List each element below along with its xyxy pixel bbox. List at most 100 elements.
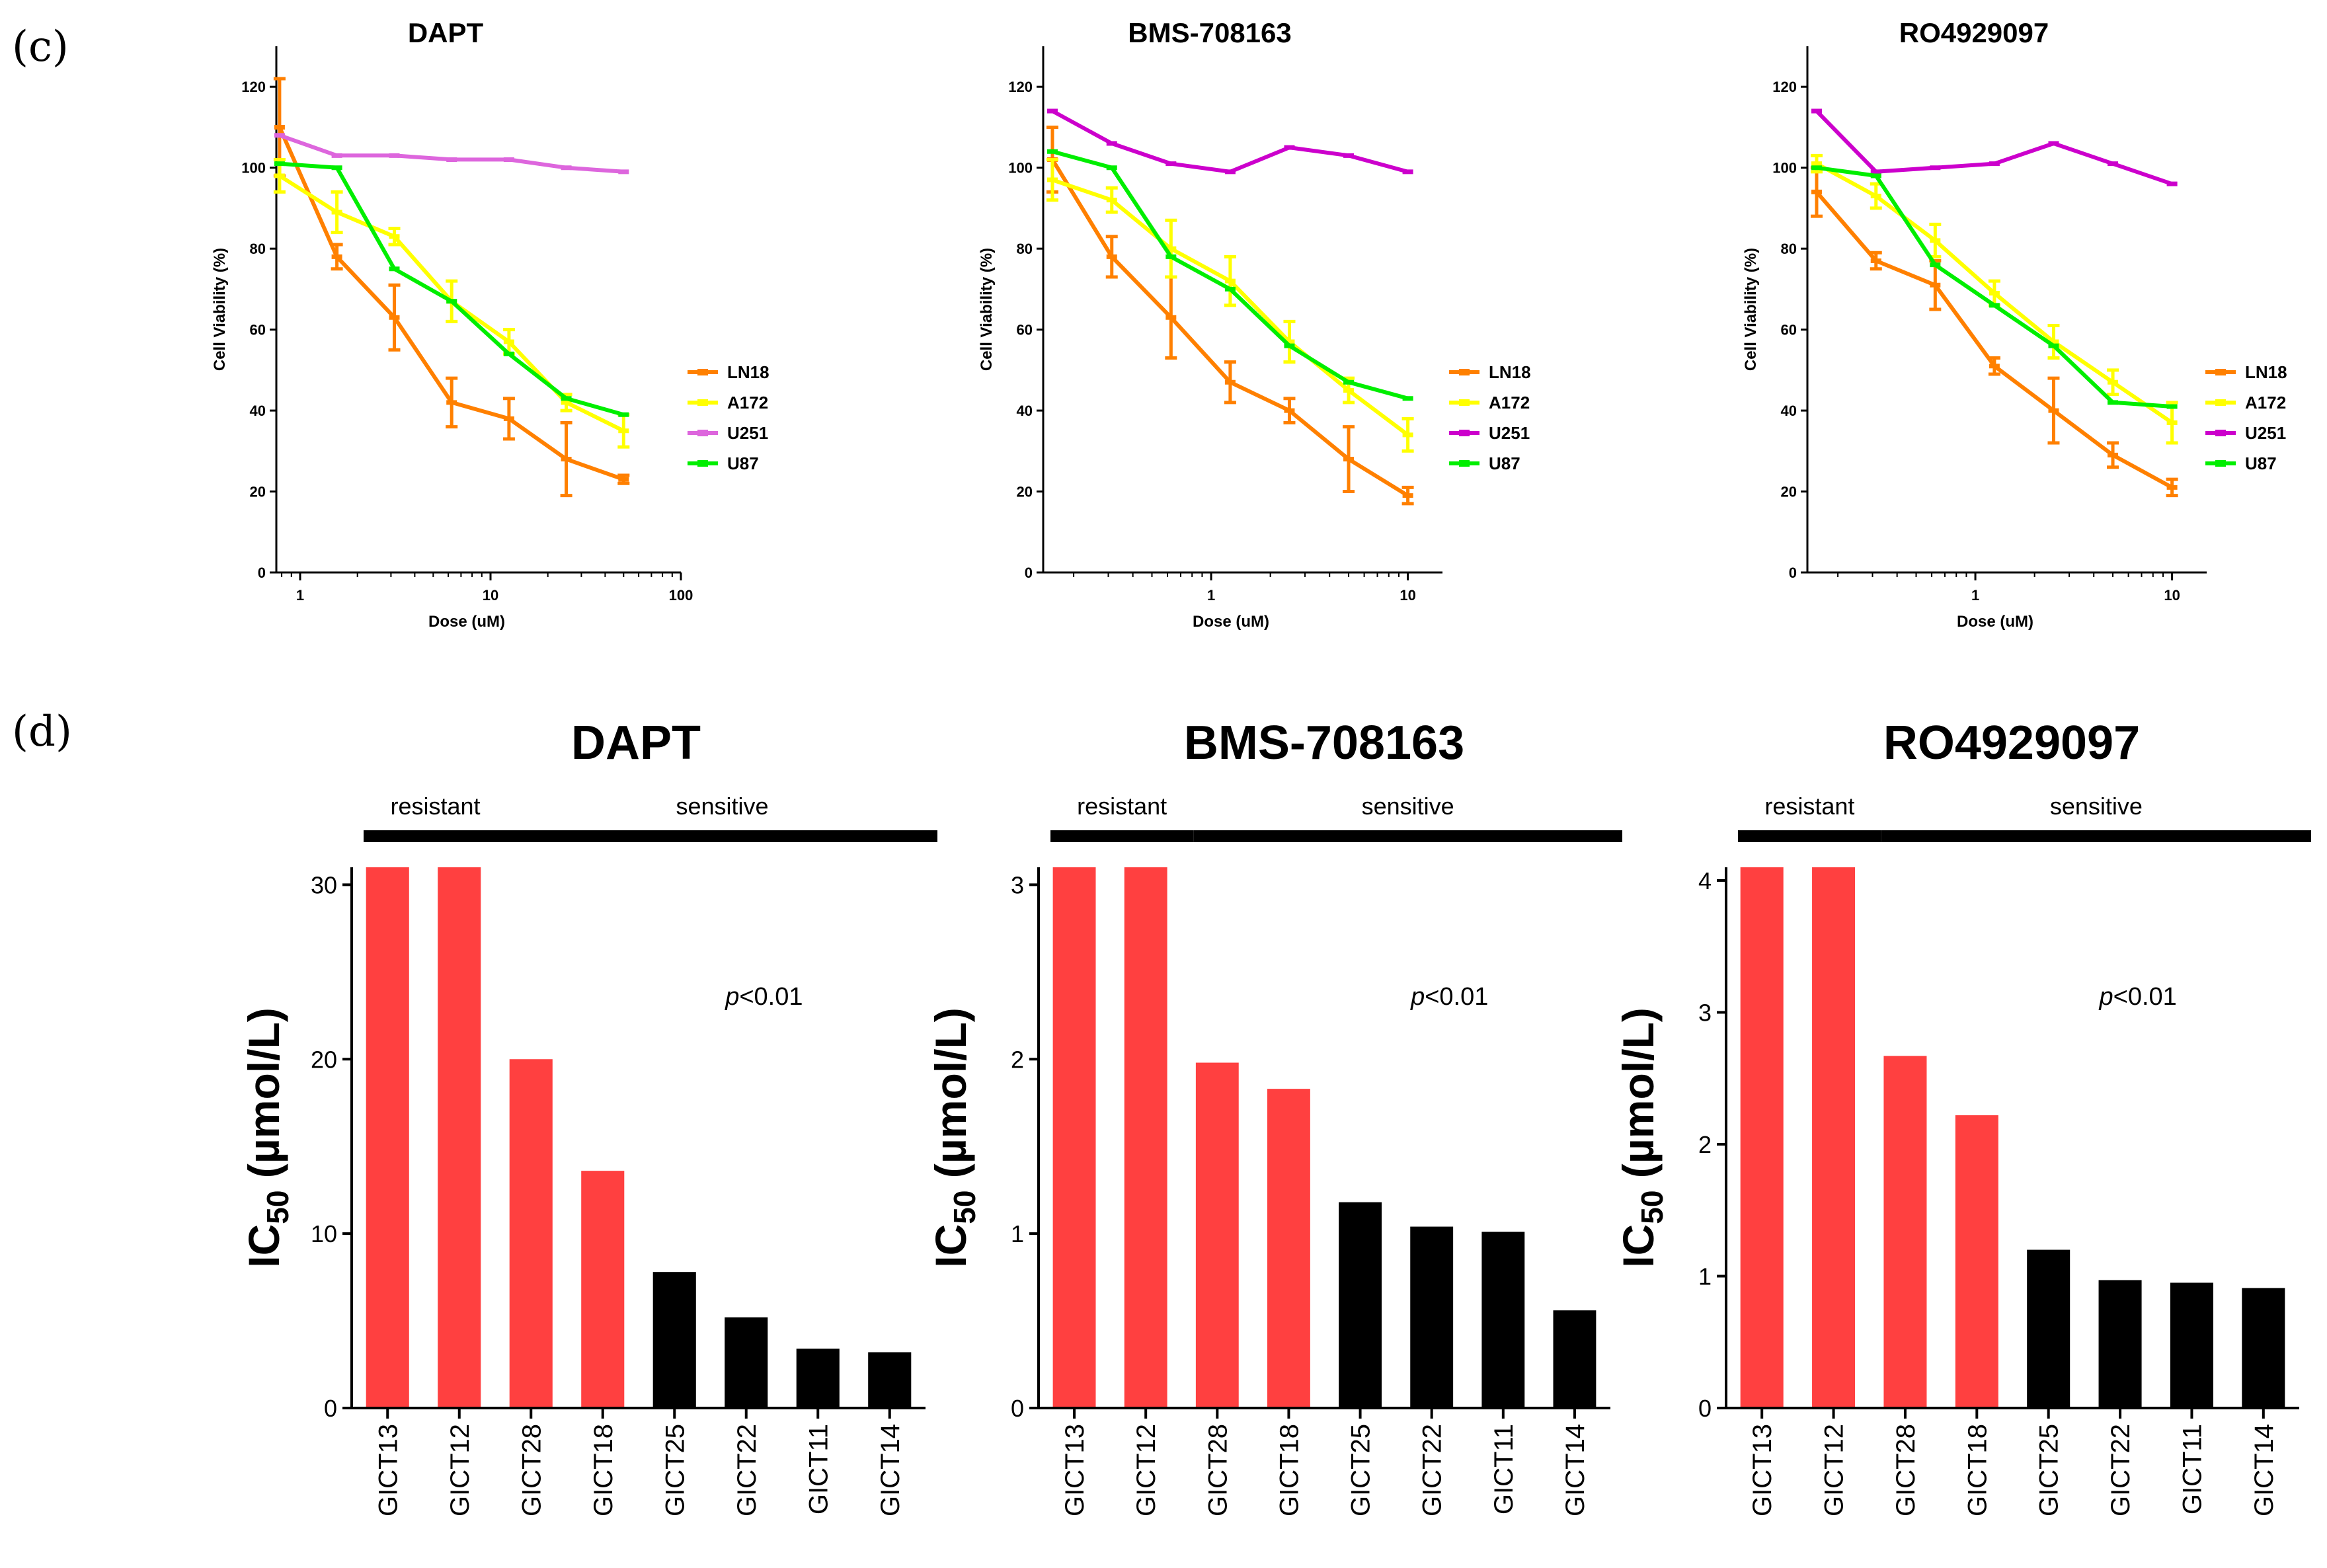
y-axis-label: Cell Viability (%) [211,248,229,371]
p-value-annotation: p<0.01 [2099,983,2177,1011]
y-tick-label: 10 [311,1220,337,1247]
x-tick-label: GICT28 [1891,1424,1920,1516]
bar-chart-2: BMS-708163 resistant sensitive 0 1 2 3 GICT13 GI… [926,717,1622,1516]
group-bar-sensitive [1193,830,1622,842]
panel-label-d: (d) [12,707,72,756]
x-tick-label: 10 [1400,587,1415,604]
group-label-sensitive: sensitive [1362,793,1454,820]
bar-GICT13 [1052,867,1096,1408]
legend-label-U87: U87 [2245,453,2277,473]
chart-title: BMS-708163 [1184,717,1464,769]
y-tick-label: 0 [1025,565,1033,581]
group-label-resistant: resistant [1077,793,1167,820]
y-tick-label: 40 [250,403,266,419]
series-U251 [274,133,629,175]
y-tick-label: 20 [250,484,266,500]
y-tick-label: 1 [1698,1263,1712,1290]
group-label-sensitive: sensitive [2050,793,2143,820]
series-U87 [1811,165,2178,409]
series-A172 [1046,157,1414,453]
chart-title: DAPT [571,717,701,769]
y-axis-label: Cell Viability (%) [978,248,996,371]
x-axis-label: Dose (uM) [1193,613,1269,631]
x-tick-label: GICT25 [660,1424,690,1516]
series-line-LN18 [1050,158,1409,498]
bar-GICT18 [1955,1115,1998,1408]
series-LN18 [273,77,630,498]
chart-title: DAPT [408,17,484,48]
y-tick-label: 60 [250,322,266,338]
x-tick-label: GICT13 [1748,1424,1777,1516]
bar-GICT14 [2242,1288,2285,1408]
group-bar-resistant [1738,830,1881,842]
y-tick-label: 40 [1781,403,1797,419]
x-tick-label: GICT14 [1561,1424,1590,1516]
y-axis-label: IC50 (µmol/L) [239,1007,295,1267]
x-tick-label: 1 [1971,587,1979,604]
y-tick-label: 2 [1011,1046,1024,1073]
bar-GICT11 [1481,1232,1525,1408]
y-tick-label: 80 [250,241,266,257]
series-line-U251 [1051,109,1409,174]
bar-GICT14 [868,1352,912,1408]
y-tick-label: 80 [1781,241,1797,257]
bar-GICT18 [1267,1089,1310,1408]
group-label-sensitive: sensitive [676,793,768,820]
x-tick-label: GICT11 [804,1424,833,1514]
series-U251 [1811,108,2178,186]
y-tick-label: 3 [1011,871,1024,898]
y-tick-label: 120 [1772,79,1797,95]
x-tick-label: GICT18 [1275,1424,1304,1516]
legend-label-U251: U251 [1489,423,1530,443]
series-U87 [274,161,629,417]
legend-label-A172: A172 [1489,393,1530,412]
y-axis-label: IC50 (µmol/L) [1614,1007,1669,1267]
y-tick-label: 1 [1011,1220,1024,1247]
y-tick-label: 3 [1698,999,1712,1026]
legend-label-A172: A172 [2245,393,2286,412]
x-tick-label: GICT22 [1418,1424,1447,1516]
y-axis-label: IC50 (µmol/L) [926,1007,982,1267]
bar-GICT18 [581,1171,625,1408]
y-tick-label: 0 [1011,1395,1024,1422]
legend-label-U251: U251 [727,423,768,443]
y-tick-label: 100 [241,160,266,176]
y-tick-label: 20 [311,1046,337,1073]
x-tick-label: GICT14 [876,1424,905,1516]
x-tick-label: GICT22 [2106,1424,2135,1516]
chart-title: RO4929097 [1899,17,2049,48]
series-LN18 [1046,125,1414,506]
x-tick-label: GICT25 [2035,1424,2064,1516]
legend-label-U251: U251 [2245,423,2286,443]
bar-GICT11 [796,1349,840,1408]
x-tick-label: 1 [296,587,304,604]
series-U251 [1046,108,1413,175]
x-axis-label: Dose (uM) [1957,613,2033,631]
bar-GICT11 [2170,1282,2213,1408]
y-tick-label: 40 [1017,403,1033,419]
y-tick-label: 120 [241,79,266,95]
group-bar-resistant [364,830,507,842]
y-tick-label: 80 [1017,241,1033,257]
bar-GICT28 [509,1059,553,1408]
bar-GICT12 [1124,867,1167,1408]
group-bar-sensitive [1881,830,2311,842]
y-axis-label: Cell Viability (%) [1742,248,1760,371]
y-tick-label: 60 [1017,322,1033,338]
bar-GICT13 [366,867,409,1408]
bar-GICT22 [725,1317,768,1408]
group-label-resistant: resistant [1764,793,1854,820]
series-LN18 [1810,166,2178,498]
bar-GICT12 [1812,867,1856,1408]
legend-label-LN18: LN18 [727,362,769,382]
bar-chart-1: DAPT resistant sensitive 0 10 20 30 GICT13 GICT1… [239,717,937,1516]
legend-label-LN18: LN18 [1489,362,1531,382]
x-tick-label: 100 [669,587,693,604]
group-bar-sensitive [507,830,937,842]
x-tick-label: GICT25 [1347,1424,1376,1516]
x-tick-label: GICT28 [1203,1424,1232,1516]
y-tick-label: 0 [1698,1395,1712,1422]
